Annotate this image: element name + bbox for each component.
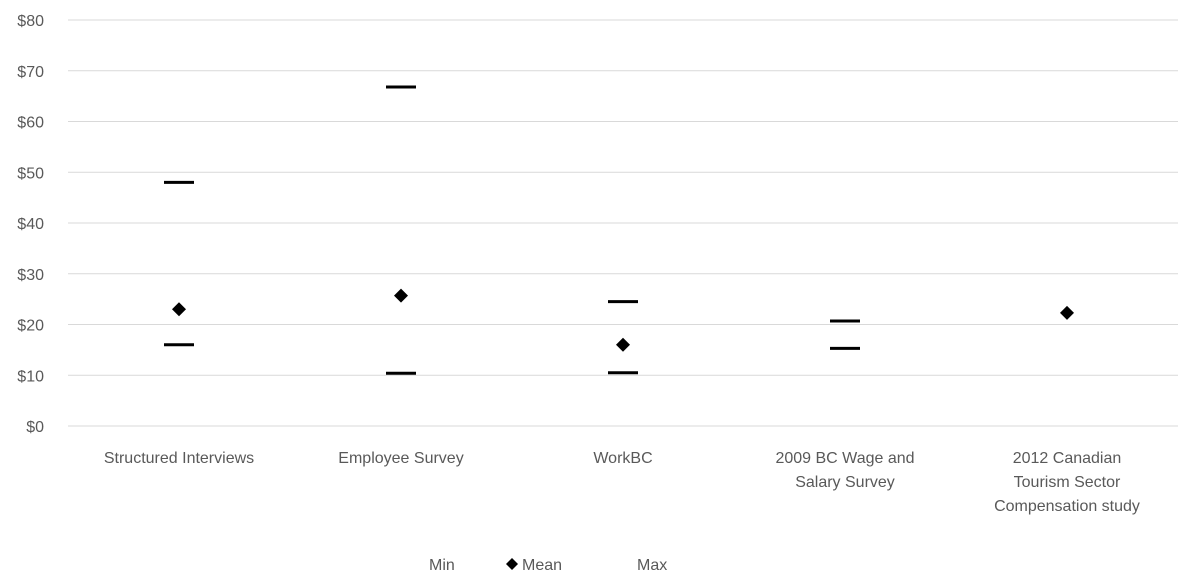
y-tick-label: $80: [17, 13, 44, 30]
y-axis-ticks: $0 $10 $20 $30 $40 $50 $60 $70 $80: [17, 13, 44, 436]
y-tick-label: $50: [17, 165, 44, 182]
y-tick-label: $10: [17, 368, 44, 385]
y-tick-label: $40: [17, 216, 44, 233]
y-tick-label: $60: [17, 115, 44, 132]
data-marks: [164, 85, 1074, 375]
category-label: Salary Survey: [795, 474, 895, 491]
mean-marker: [1060, 305, 1074, 320]
gridlines: [68, 19, 1178, 427]
legend-label: Mean: [522, 557, 562, 574]
category-label: WorkBC: [593, 450, 652, 467]
category-label: Tourism Sector: [1014, 474, 1121, 491]
legend-label: Max: [637, 557, 667, 574]
category-label: Compensation study: [994, 498, 1140, 515]
mean-marker: [394, 288, 408, 303]
y-tick-label: $20: [17, 318, 44, 335]
y-tick-label: $30: [17, 267, 44, 284]
x-axis-categories: Structured Interviews Employee Survey Work…: [104, 450, 1140, 515]
mean-marker: [616, 337, 630, 352]
category-label: Structured Interviews: [104, 450, 254, 467]
legend: Min Mean Max: [429, 557, 667, 574]
y-tick-label: $70: [17, 64, 44, 81]
mean-marker: [172, 302, 186, 317]
category-label: Employee Survey: [338, 450, 463, 467]
y-tick-label: $0: [26, 419, 44, 436]
category-label: 2009 BC Wage and: [775, 450, 914, 467]
category-label: 2012 Canadian: [1013, 450, 1122, 467]
legend-mean-icon: [506, 558, 518, 570]
legend-label: Min: [429, 557, 455, 574]
